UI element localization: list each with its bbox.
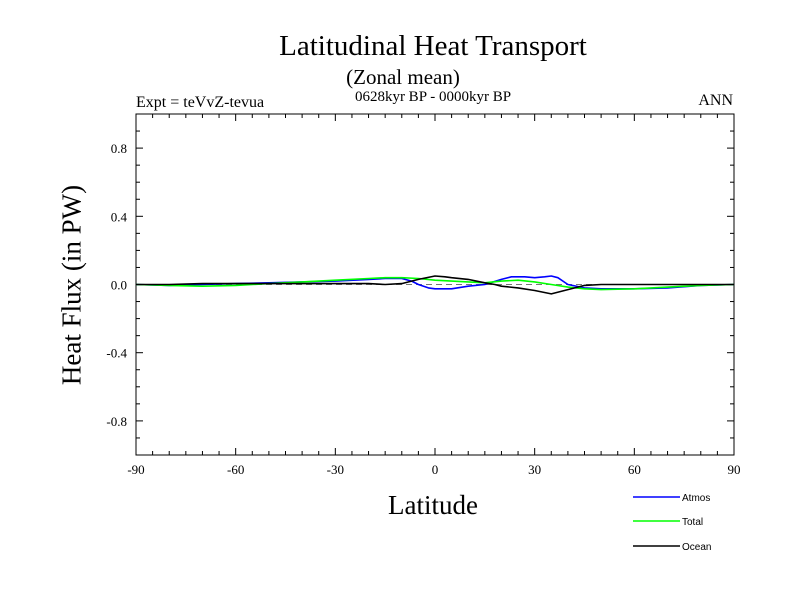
x-tick-label: 30 [528,462,541,477]
y-tick-label: 0.8 [111,141,127,156]
x-tick-label: 60 [628,462,641,477]
x-axis-title: Latitude [388,490,478,520]
x-tick-label: -60 [227,462,244,477]
x-tick-label: -90 [127,462,144,477]
x-tick-label: 90 [728,462,741,477]
y-tick-label: 0.4 [111,209,128,224]
legend-label-atmos: Atmos [682,493,710,504]
period-label: 0628kyr BP - 0000kyr BP [354,89,512,105]
series-line-ocean [136,275,734,295]
chart-subtitle: (Zonal mean) [346,65,460,89]
legend-label-total: Total [682,517,703,528]
y-tick-label: 0.0 [111,278,127,293]
x-tick-label: -30 [327,462,344,477]
chart-title: Latitudinal Heat Transport [279,30,587,62]
legend-label-ocean: Ocean [682,542,711,553]
x-tick-label: 0 [432,462,439,477]
y-tick-label: -0.8 [106,414,127,429]
experiment-label: Expt = teVvZ-tevua [136,94,265,111]
season-label: ANN [698,92,733,109]
series-line-atmos [135,275,735,290]
y-tick-label: -0.4 [106,346,127,361]
